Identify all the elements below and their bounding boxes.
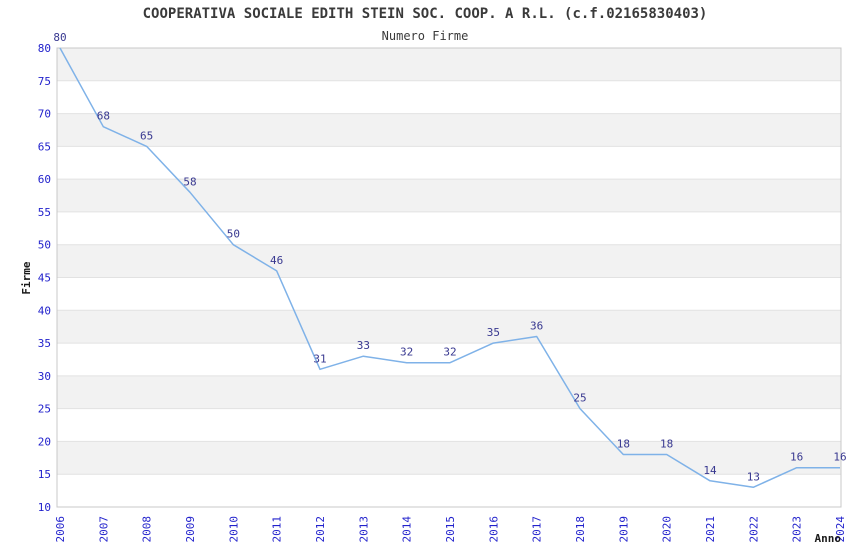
plot-band (57, 244, 841, 278)
y-tick-label: 15 (38, 468, 51, 481)
x-tick-label: 2018 (574, 516, 587, 543)
plot-border (56, 47, 842, 508)
plot-band (57, 113, 841, 147)
data-label: 35 (487, 326, 500, 339)
data-label: 13 (747, 470, 760, 483)
plot-band (57, 441, 841, 475)
x-tick-label: 2008 (141, 516, 154, 543)
y-tick-label: 55 (38, 206, 51, 219)
x-tick-label: 2007 (97, 516, 110, 543)
data-label: 18 (660, 438, 673, 451)
plot-band (57, 179, 841, 212)
data-label: 25 (573, 392, 586, 405)
data-label: 32 (443, 346, 456, 359)
plot-band (57, 375, 841, 409)
x-tick-label: 2015 (444, 516, 457, 543)
data-label: 36 (530, 320, 543, 333)
data-label: 33 (357, 339, 370, 352)
y-tick-label: 80 (38, 42, 51, 55)
data-label: 80 (53, 31, 66, 44)
x-tick-label: 2021 (704, 516, 717, 543)
data-label: 32 (400, 346, 413, 359)
chart-subtitle: Numero Firme (381, 29, 469, 43)
x-tick-label: 2017 (531, 516, 544, 543)
x-tick-label: 2010 (227, 516, 240, 543)
y-tick-label: 25 (38, 403, 51, 416)
data-label: 16 (790, 451, 803, 464)
data-label: 65 (140, 129, 153, 142)
x-tick-label: 2024 (834, 516, 847, 543)
data-label: 31 (313, 352, 326, 365)
y-tick-label: 75 (38, 75, 51, 88)
x-tick-label: 2019 (617, 516, 630, 543)
y-tick-label: 65 (38, 140, 51, 153)
x-axis-title: Anno (815, 532, 842, 545)
x-tick-label: 2012 (314, 516, 327, 543)
plot-band (57, 48, 841, 81)
y-tick-label: 20 (38, 435, 51, 448)
data-label: 50 (227, 228, 240, 241)
y-tick-label: 60 (38, 173, 51, 186)
y-tick-label: 70 (38, 108, 51, 121)
x-tick-label: 2006 (54, 516, 67, 543)
x-tick-label: 2023 (791, 516, 804, 543)
x-tick-label: 2020 (661, 516, 674, 543)
data-label: 68 (97, 110, 110, 123)
y-tick-label: 45 (38, 272, 51, 285)
x-tick-label: 2009 (184, 516, 197, 543)
y-tick-label: 40 (38, 304, 51, 317)
y-tick-label: 35 (38, 337, 51, 350)
x-tick-label: 2016 (487, 516, 500, 543)
y-tick-label: 50 (38, 239, 51, 252)
x-tick-label: 2011 (271, 516, 284, 543)
data-label: 16 (833, 451, 846, 464)
y-tick-label: 30 (38, 370, 51, 383)
data-label: 58 (183, 175, 196, 188)
plot-band (57, 310, 841, 344)
data-line (59, 47, 840, 489)
data-label: 14 (703, 464, 717, 477)
x-tick-label: 2014 (401, 516, 414, 543)
x-tick-label: 2013 (357, 516, 370, 543)
y-tick-label: 10 (38, 501, 51, 514)
data-label: 46 (270, 254, 283, 267)
chart-title: COOPERATIVA SOCIALE EDITH STEIN SOC. COO… (142, 6, 708, 22)
x-tick-label: 2022 (747, 516, 760, 543)
data-label: 18 (617, 438, 630, 451)
y-axis-title: Firme (20, 261, 33, 294)
